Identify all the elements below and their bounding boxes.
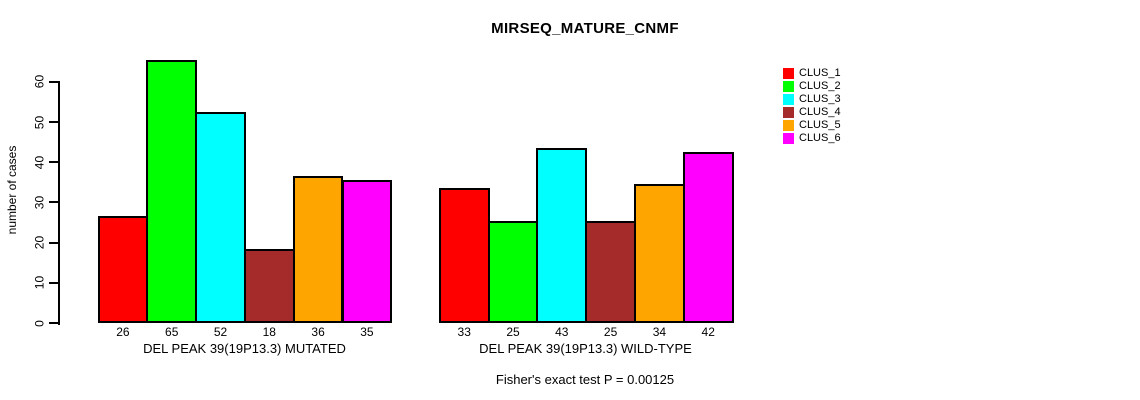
bar-value-label: 25 xyxy=(603,325,618,339)
legend-swatch xyxy=(783,68,794,79)
bar xyxy=(536,148,588,323)
legend-label: CLUS_4 xyxy=(799,106,841,118)
bar-value-label: 26 xyxy=(116,325,130,339)
bar xyxy=(97,216,149,323)
y-tick xyxy=(49,121,58,123)
y-axis-label: number of cases xyxy=(5,145,19,235)
legend-item: CLUS_6 xyxy=(783,132,863,145)
bar xyxy=(146,60,198,323)
legend-label: CLUS_2 xyxy=(799,80,841,92)
group-label-mutated: DEL PEAK 39(19P13.3) MUTATED xyxy=(143,341,346,356)
legend-swatch xyxy=(783,94,794,105)
bar xyxy=(292,176,344,323)
legend-label: CLUS_1 xyxy=(799,67,841,79)
bar xyxy=(634,184,685,323)
bar xyxy=(438,188,490,323)
bar-value-label: 35 xyxy=(360,325,374,339)
legend-label: CLUS_3 xyxy=(799,93,841,105)
y-tick-label: 50 xyxy=(32,115,47,129)
bar-value-label: 34 xyxy=(652,325,667,339)
y-tick xyxy=(49,201,58,204)
y-tick-label: 60 xyxy=(32,75,47,89)
y-tick-label: 30 xyxy=(32,195,47,210)
bar xyxy=(243,249,295,323)
legend-item: CLUS_2 xyxy=(783,80,863,93)
bar xyxy=(195,112,246,323)
y-tick xyxy=(49,241,58,244)
y-tick xyxy=(49,161,58,164)
y-tick-label: 20 xyxy=(32,235,47,250)
legend-item: CLUS_1 xyxy=(783,67,863,80)
legend-item: CLUS_5 xyxy=(783,119,863,132)
legend-item: CLUS_4 xyxy=(783,106,863,119)
y-tick xyxy=(49,281,58,284)
bar-value-label: 33 xyxy=(457,325,471,339)
bar xyxy=(682,152,734,323)
y-tick-label: 40 xyxy=(32,155,47,169)
footer-annotation: Fisher's exact test P = 0.00125 xyxy=(495,372,675,387)
legend-swatch xyxy=(783,133,794,144)
bar-value-label: 65 xyxy=(165,325,179,339)
bar-value-label: 25 xyxy=(506,325,520,339)
y-axis-line xyxy=(58,80,60,325)
legend-label: CLUS_6 xyxy=(799,132,841,144)
bar-value-label: 43 xyxy=(555,325,569,339)
y-tick-label: 0 xyxy=(32,319,47,327)
bar xyxy=(585,221,636,323)
bar xyxy=(487,221,539,323)
legend-swatch xyxy=(783,107,794,118)
bar-value-label: 36 xyxy=(311,325,325,339)
bar-value-label: 42 xyxy=(701,325,715,339)
legend-swatch xyxy=(783,120,794,131)
bar-value-label: 52 xyxy=(213,325,228,339)
y-tick-label: 10 xyxy=(32,276,47,290)
group-label-wildtype: DEL PEAK 39(19P13.3) WILD-TYPE xyxy=(479,341,692,356)
y-tick xyxy=(49,80,58,83)
legend-label: CLUS_5 xyxy=(799,119,841,131)
chart-title: MIRSEQ_MATURE_CNMF xyxy=(491,20,679,37)
y-tick xyxy=(49,322,58,324)
bar-value-label: 18 xyxy=(262,325,276,339)
bar xyxy=(341,180,393,323)
legend-swatch xyxy=(783,81,794,92)
legend-item: CLUS_3 xyxy=(783,93,863,106)
